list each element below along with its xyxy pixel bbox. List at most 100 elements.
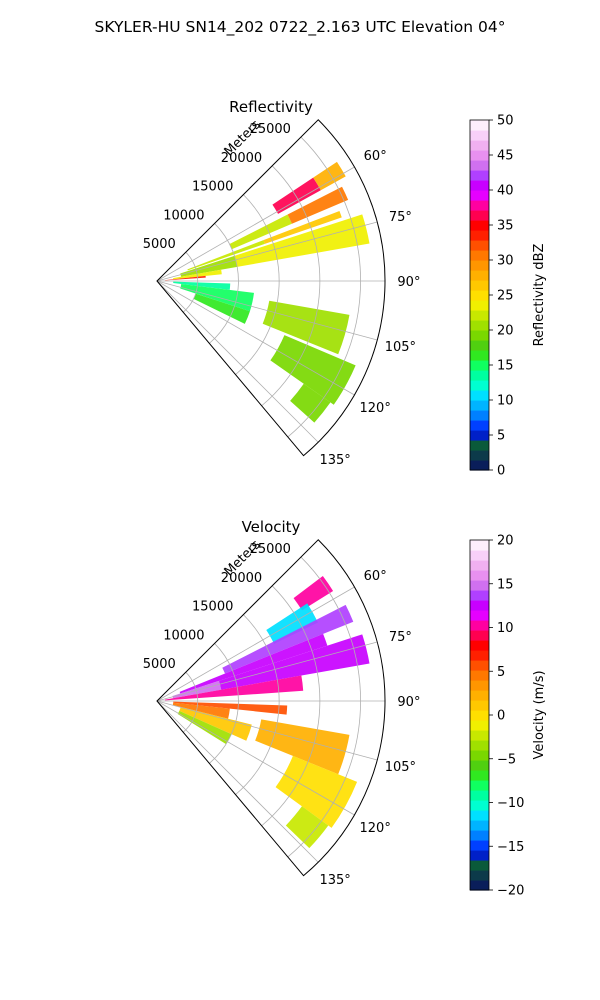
- colorbar-band: [470, 320, 489, 331]
- colorbar-tick-label: 0: [497, 464, 505, 479]
- range-ring-10000: [209, 223, 239, 344]
- colorbar-band: [470, 260, 489, 271]
- colorbar-tick-label: 5: [497, 665, 505, 680]
- colorbar-band: [470, 740, 489, 751]
- colorbar-band: [470, 640, 489, 651]
- colorbar-band: [470, 780, 489, 791]
- colorbar-band: [470, 190, 489, 201]
- colorbar-tick-label: 30: [497, 254, 514, 269]
- azimuth-spoke-75: [156, 641, 378, 702]
- colorbar-band: [470, 250, 489, 261]
- colorbar-band: [470, 820, 489, 831]
- data-sector-7: [234, 214, 370, 267]
- colorbar-band: [470, 720, 489, 731]
- data-sector-5: [218, 634, 370, 690]
- colorbar-tick-label: 15: [497, 577, 514, 592]
- radial-tick-label: 25000: [250, 542, 291, 557]
- colorbar-band: [470, 610, 489, 621]
- azimuth-spoke-75: [156, 221, 378, 282]
- figure-suptitle: SKYLER-HU SN14_202 0722_2.163 UTC Elevat…: [95, 18, 506, 37]
- azimuth-tick-label: 75°: [389, 210, 412, 225]
- colorbar-band: [470, 340, 489, 351]
- colorbar-band: [470, 690, 489, 701]
- data-sector-11: [255, 719, 350, 775]
- colorbar-tick-label: 45: [497, 149, 514, 164]
- colorbar-label: Velocity (m/s): [532, 670, 547, 759]
- colorbar-band: [470, 600, 489, 611]
- colorbar-tick-label: 40: [497, 184, 514, 199]
- azimuth-tick-label: 60°: [364, 149, 387, 164]
- panel-title: Reflectivity: [229, 98, 313, 116]
- azimuth-tick-label: 75°: [389, 630, 412, 645]
- data-sector-2: [222, 604, 354, 674]
- colorbar-band: [470, 550, 489, 561]
- colorbar-band: [470, 440, 489, 451]
- radial-tick-label: 5000: [143, 657, 176, 672]
- data-sector-1: [266, 603, 319, 644]
- range-ring-25000: [287, 136, 361, 438]
- colorbar-band: [470, 370, 489, 381]
- colorbar-band: [470, 540, 489, 551]
- colorbar-band: [470, 830, 489, 841]
- colorbar-band: [470, 560, 489, 571]
- colorbar-tick-label: −20: [497, 884, 524, 899]
- colorbar-tick-label: 0: [497, 709, 505, 724]
- colorbar-band: [470, 850, 489, 861]
- sector-frame: [156, 119, 386, 457]
- data-sector-8: [172, 702, 230, 719]
- data-sector-13: [285, 806, 329, 849]
- colorbar-band: [470, 350, 489, 361]
- colorbar-label: Reflectivity dBZ: [532, 244, 547, 347]
- colorbar-band: [470, 390, 489, 401]
- colorbar-band: [470, 770, 489, 781]
- colorbar-band: [470, 840, 489, 851]
- sector-frame: [156, 539, 386, 877]
- colorbar-band: [470, 710, 489, 721]
- colorbar-band: [470, 580, 489, 591]
- colorbar-band: [470, 380, 489, 391]
- panel-title: Velocity: [242, 518, 301, 536]
- data-sector-0: [293, 576, 334, 611]
- range-ring-5000: [182, 671, 199, 733]
- azimuth-tick-label: 105°: [385, 340, 416, 355]
- range-ring-10000: [209, 643, 239, 764]
- colorbar-band: [470, 180, 489, 191]
- azimuth-tick-label: 120°: [360, 821, 391, 836]
- colorbar-band: [470, 400, 489, 411]
- data-sector-0: [272, 177, 321, 214]
- colorbar-tick-label: 20: [497, 534, 514, 549]
- range-ring-20000: [261, 585, 321, 827]
- colorbar-band: [470, 800, 489, 811]
- colorbar-tick-label: 50: [497, 114, 514, 129]
- colorbar-band: [470, 360, 489, 371]
- colorbar-band: [470, 310, 489, 321]
- colorbar-band: [470, 170, 489, 181]
- azimuth-tick-label: 90°: [397, 275, 420, 290]
- data-sector-4: [187, 240, 265, 271]
- data-sector-13: [262, 300, 350, 355]
- azimuth-tick-label: 135°: [319, 873, 350, 888]
- colorbar-tick-label: 25: [497, 289, 514, 304]
- colorbar-band: [470, 140, 489, 151]
- colorbar-band: [470, 810, 489, 821]
- colorbar-band: [470, 730, 489, 741]
- data-sector-2: [229, 214, 292, 250]
- colorbar-band: [470, 300, 489, 311]
- colorbar-band: [470, 120, 489, 131]
- range-ring-20000: [261, 165, 321, 407]
- data-sector-9: [165, 275, 206, 281]
- range-ring-25000: [287, 556, 361, 858]
- colorbar-tick-label: 35: [497, 219, 514, 234]
- colorbar-tick-label: 10: [497, 621, 514, 636]
- colorbar-tick-label: −5: [497, 752, 516, 767]
- radial-tick-label: 15000: [192, 600, 233, 615]
- data-sector-10: [173, 281, 231, 290]
- data-sector-12: [193, 293, 250, 324]
- azimuth-spoke-135: [156, 700, 319, 863]
- colorbar-band: [470, 430, 489, 441]
- colorbar-band: [470, 590, 489, 601]
- azimuth-spoke-120: [156, 280, 355, 396]
- colorbar-band: [470, 460, 489, 471]
- data-sector-6: [180, 255, 238, 277]
